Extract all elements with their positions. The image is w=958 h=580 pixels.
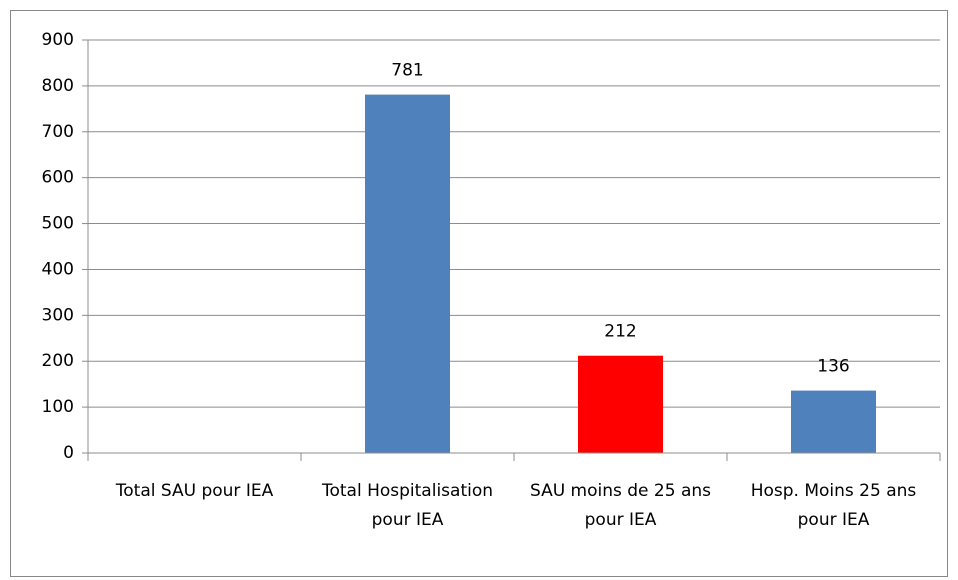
value-label: 136: [817, 357, 849, 377]
y-tick-label: 0: [63, 443, 74, 463]
y-tick-label: 700: [42, 122, 74, 142]
y-tick-label: 200: [42, 351, 74, 371]
y-tick-label: 300: [42, 305, 74, 325]
bar: [791, 390, 876, 453]
x-tick-label: SAU moins de 25 ans pour IEA: [530, 481, 711, 530]
y-tick-label: 800: [42, 76, 74, 96]
x-tick-label: Hosp. Moins 25 ans pour IEA: [751, 481, 917, 530]
bar: [578, 355, 663, 453]
y-tick-label: 100: [42, 397, 74, 417]
x-tick-label: Total Hospitalisation pour IEA: [321, 481, 493, 530]
y-tick-label: 600: [42, 168, 74, 188]
chart-border: [10, 10, 948, 577]
value-label: 212: [604, 322, 636, 342]
y-tick-label: 400: [42, 259, 74, 279]
value-label: 781: [391, 61, 423, 81]
y-tick-label: 900: [42, 30, 74, 50]
x-tick-label: Total SAU pour IEA: [115, 481, 274, 501]
bar: [365, 94, 450, 453]
y-tick-label: 500: [42, 214, 74, 234]
